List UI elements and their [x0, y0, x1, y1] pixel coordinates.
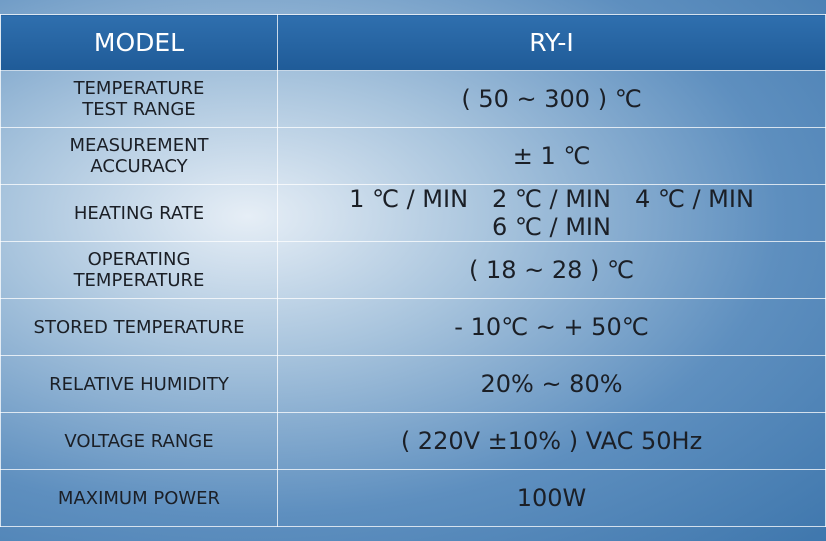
- spec-value: 20% ~ 80%: [277, 355, 826, 413]
- spec-table: MODEL RY-I TEMPERATURE TEST RANGE( 50 ~ …: [0, 14, 826, 527]
- spec-label: OPERATING TEMPERATURE: [0, 241, 278, 299]
- spec-value: 100W: [277, 469, 826, 527]
- spec-row: MAXIMUM POWER 100W: [0, 469, 826, 527]
- spec-value: ( 50 ~ 300 ) ℃: [277, 70, 826, 128]
- spec-row: OPERATING TEMPERATURE( 18 ~ 28 ) ℃: [0, 241, 826, 299]
- rate-option: 6 ℃ / MIN: [492, 213, 611, 241]
- spec-value: ± 1 ℃: [277, 127, 826, 185]
- spec-row: HEATING RATE 1 ℃ / MIN 2 ℃ / MIN 4 ℃ / MIN 6…: [0, 184, 826, 242]
- spec-value: ( 18 ~ 28 ) ℃: [277, 241, 826, 299]
- spec-row: VOLTAGE RANGE( 220V ±10% ) VAC 50Hz: [0, 412, 826, 470]
- spec-row: MEASUREMENT ACCURACY ± 1 ℃: [0, 127, 826, 185]
- header-row: MODEL RY-I: [0, 14, 826, 71]
- spec-label: MAXIMUM POWER: [0, 469, 278, 527]
- spec-row: TEMPERATURE TEST RANGE( 50 ~ 300 ) ℃: [0, 70, 826, 128]
- rate-option: 4 ℃ / MIN: [634, 185, 754, 213]
- header-value: RY-I: [277, 14, 826, 71]
- spec-label: RELATIVE HUMIDITY: [0, 355, 278, 413]
- spec-label: MEASUREMENT ACCURACY: [0, 127, 278, 185]
- spec-label: TEMPERATURE TEST RANGE: [0, 70, 278, 128]
- header-label: MODEL: [0, 14, 278, 71]
- rate-option: 1 ℃ / MIN: [349, 185, 469, 213]
- spec-label: HEATING RATE: [0, 184, 278, 242]
- rate-option: 2 ℃ / MIN: [492, 185, 611, 213]
- spec-value: ( 220V ±10% ) VAC 50Hz: [277, 412, 826, 470]
- spec-row: RELATIVE HUMIDITY 20% ~ 80%: [0, 355, 826, 413]
- spec-label: VOLTAGE RANGE: [0, 412, 278, 470]
- spec-value: - 10℃ ~ + 50℃: [277, 298, 826, 356]
- spec-row: STORED TEMPERATURE - 10℃ ~ + 50℃: [0, 298, 826, 356]
- spec-label: STORED TEMPERATURE: [0, 298, 278, 356]
- spec-value: 1 ℃ / MIN 2 ℃ / MIN 4 ℃ / MIN 6 ℃ / MIN: [277, 184, 826, 242]
